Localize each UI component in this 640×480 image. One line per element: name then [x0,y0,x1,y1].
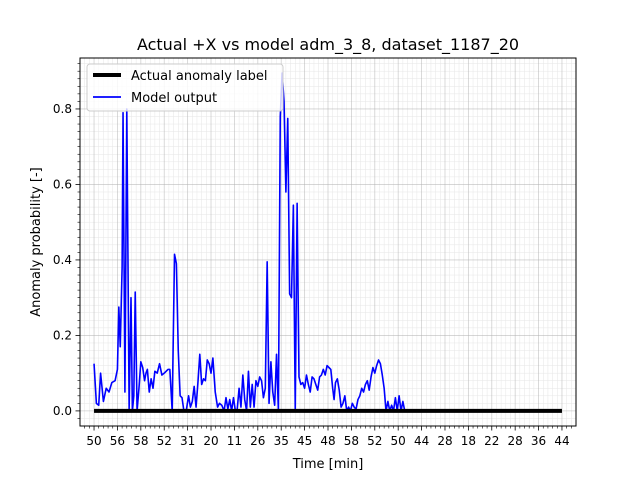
y-axis-ticks: 0.0 0.2 0.4 0.6 0.8 [53,63,80,419]
y-tick-label: 0.4 [53,253,72,267]
x-tick-label: 50 [391,434,406,448]
x-tick-label: 45 [297,434,312,448]
x-tick-label: 11 [227,434,242,448]
y-tick-label: 0.0 [53,404,72,418]
series-layer [93,72,562,413]
y-tick-label: 0.6 [53,177,72,191]
y-tick-label: 0.2 [53,328,72,342]
x-tick-label: 22 [484,434,499,448]
x-tick-label: 52 [367,434,382,448]
x-tick-label: 35 [274,434,289,448]
y-tick-label: 0.8 [53,102,72,116]
x-tick-label: 20 [203,434,218,448]
x-tick-label: 26 [250,434,265,448]
x-tick-label: 50 [86,434,101,448]
legend-box [86,63,284,112]
x-tick-label: 28 [508,434,523,448]
series-line-model-output [93,72,407,412]
x-tick-label: 28 [437,434,452,448]
x-tick-label: 18 [461,434,476,448]
x-axis-ticks: 50 56 58 52 31 20 11 26 35 45 48 58 52 50 44 28 18 22 28 36… [84,426,572,448]
legend-label-actual: Actual anomaly label [131,69,268,84]
legend-label-model: Model output [131,91,217,106]
x-tick-label: 44 [414,434,429,448]
y-axis-label: Anomaly probability [-] [29,167,44,316]
x-tick-label: 58 [133,434,148,448]
x-tick-label: 31 [180,434,195,448]
legend: Actual anomaly label Model output [86,63,284,112]
x-tick-label: 56 [110,434,125,448]
plot-area: 50 56 58 52 31 20 11 26 35 45 48 58 52 50 44 28 18 22 28 36… [53,57,577,448]
x-tick-label: 52 [157,434,172,448]
x-tick-label: 44 [554,434,569,448]
chart-title: Actual +X vs model adm_3_8, dataset_1187… [137,35,519,55]
x-tick-label: 48 [320,434,335,448]
x-axis-label: Time [min] [292,457,364,472]
x-tick-label: 36 [531,434,546,448]
x-tick-label: 58 [344,434,359,448]
